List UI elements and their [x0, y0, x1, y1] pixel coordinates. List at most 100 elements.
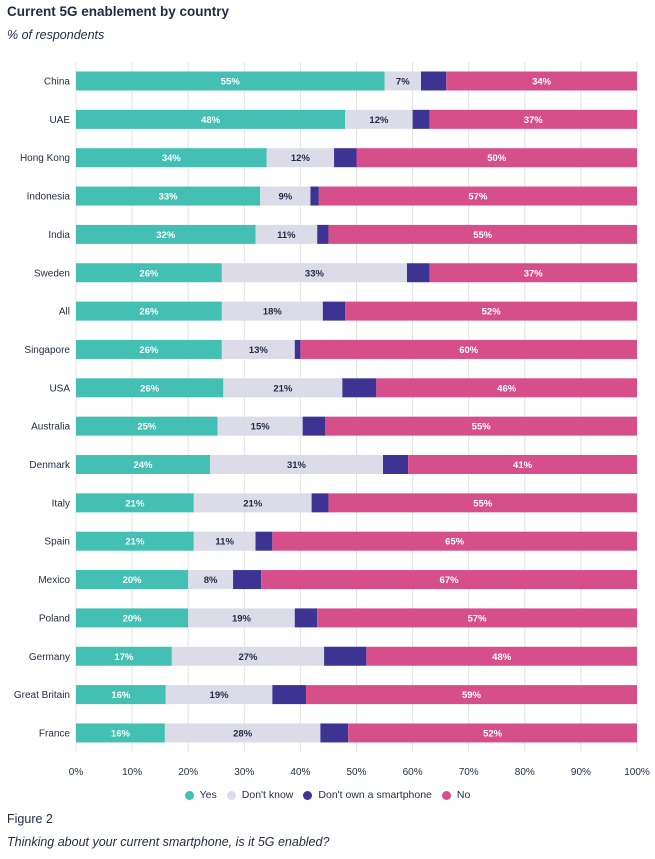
- legend-label: Yes: [199, 789, 217, 801]
- x-tick-label: 20%: [178, 767, 198, 778]
- data-label: 20%: [123, 613, 143, 624]
- category-label: Australia: [31, 422, 70, 433]
- data-label: 34%: [162, 153, 182, 164]
- category-label: Singapore: [24, 345, 70, 356]
- category-label: Great Britain: [14, 690, 70, 701]
- chart-legend: Yes Don't know Don't own a smartphone No: [0, 789, 655, 803]
- bar-segment: [193, 531, 256, 551]
- bar-segment: [320, 723, 349, 743]
- bar-segment: [376, 378, 637, 398]
- data-label: 65%: [445, 537, 465, 548]
- data-label: 57%: [468, 192, 488, 203]
- bar-segment: [255, 531, 273, 551]
- bar-segment: [188, 608, 295, 628]
- bar-segment: [76, 646, 172, 666]
- data-label: 19%: [232, 613, 252, 624]
- bar-segment: [76, 493, 194, 513]
- bar-segment: [76, 186, 261, 206]
- bar-segment: [76, 416, 218, 436]
- category-label: Spain: [44, 537, 70, 548]
- bar-segment: [255, 224, 318, 244]
- bar-segment: [221, 339, 295, 359]
- data-label: 27%: [238, 652, 258, 663]
- bar-segment: [324, 646, 367, 666]
- data-label: 17%: [114, 652, 134, 663]
- bar-segment: [311, 493, 329, 513]
- bar-segment: [317, 608, 637, 628]
- category-label: All: [59, 307, 70, 318]
- bar-segment: [294, 608, 318, 628]
- data-label: 25%: [137, 422, 157, 433]
- data-label: 24%: [133, 460, 153, 471]
- bar-segment: [223, 378, 343, 398]
- x-tick-label: 70%: [459, 767, 479, 778]
- bar-segment: [446, 71, 637, 91]
- data-label: 41%: [513, 460, 533, 471]
- category-label: Indonesia: [27, 192, 71, 203]
- x-tick-label: 30%: [234, 767, 254, 778]
- data-label: 15%: [251, 422, 271, 433]
- data-label: 11%: [215, 537, 234, 548]
- x-tick-label: 60%: [403, 767, 423, 778]
- legend-item: Don't own a smartphone: [303, 789, 432, 801]
- bar-segment: [165, 685, 273, 705]
- bar-segment: [406, 263, 430, 283]
- bar-segment: [302, 416, 326, 436]
- data-label: 48%: [201, 115, 221, 126]
- legend-item: No: [441, 789, 471, 801]
- data-label: 8%: [204, 575, 218, 586]
- bar-segment: [429, 109, 637, 129]
- bar-segment: [408, 455, 637, 474]
- data-label: 46%: [497, 383, 517, 394]
- bar-segment: [76, 378, 224, 398]
- x-tick-label: 40%: [290, 767, 310, 778]
- bar-segment: [76, 301, 222, 321]
- legend-swatch: [303, 790, 313, 800]
- bar-segment: [328, 224, 637, 244]
- category-label: China: [44, 77, 71, 88]
- legend-swatch: [441, 790, 451, 800]
- category-label: Sweden: [34, 268, 70, 279]
- legend-label: No: [456, 789, 471, 801]
- bar-segment: [221, 301, 323, 321]
- data-label: 55%: [472, 422, 492, 433]
- bar-segment: [76, 570, 189, 590]
- data-label: 7%: [396, 77, 410, 88]
- bar-segment: [76, 109, 346, 129]
- data-label: 21%: [125, 537, 145, 548]
- data-label: 37%: [524, 268, 544, 279]
- bar-segment: [342, 378, 377, 398]
- x-tick-label: 100%: [624, 767, 650, 778]
- data-label: 13%: [249, 345, 269, 356]
- category-label: Poland: [39, 613, 70, 624]
- legend-swatch: [184, 790, 194, 800]
- bar-segment: [412, 109, 430, 129]
- data-label: 28%: [233, 728, 253, 739]
- category-label: Mexico: [38, 575, 70, 586]
- bar-segment: [260, 186, 311, 206]
- bar-segment: [383, 455, 409, 474]
- data-label: 21%: [273, 383, 293, 394]
- legend-swatch: [226, 790, 236, 800]
- figure-label: Figure 2: [7, 812, 53, 826]
- bar-segment: [310, 186, 319, 206]
- data-label: 33%: [159, 192, 179, 203]
- bar-segment: [233, 570, 262, 590]
- data-label: 31%: [287, 460, 307, 471]
- bar-segment: [345, 109, 413, 129]
- data-label: 55%: [473, 498, 493, 509]
- data-label: 57%: [468, 613, 488, 624]
- data-label: 52%: [483, 728, 503, 739]
- data-label: 19%: [210, 690, 230, 701]
- bar-segment: [306, 685, 637, 705]
- bar-segment: [272, 685, 307, 705]
- stacked-bar-chart: 0% 10% 20% 30% 40% 50% 60% 70% 80% 90% 100% China 55…: [14, 62, 650, 778]
- bar-segment: [76, 608, 189, 628]
- x-tick-label: 10%: [122, 767, 142, 778]
- category-label: Germany: [29, 652, 70, 663]
- data-label: 21%: [243, 498, 263, 509]
- bar-segment: [76, 685, 166, 705]
- bar-segment: [429, 263, 637, 283]
- category-label: France: [39, 728, 71, 739]
- category-label: Hong Kong: [20, 153, 70, 164]
